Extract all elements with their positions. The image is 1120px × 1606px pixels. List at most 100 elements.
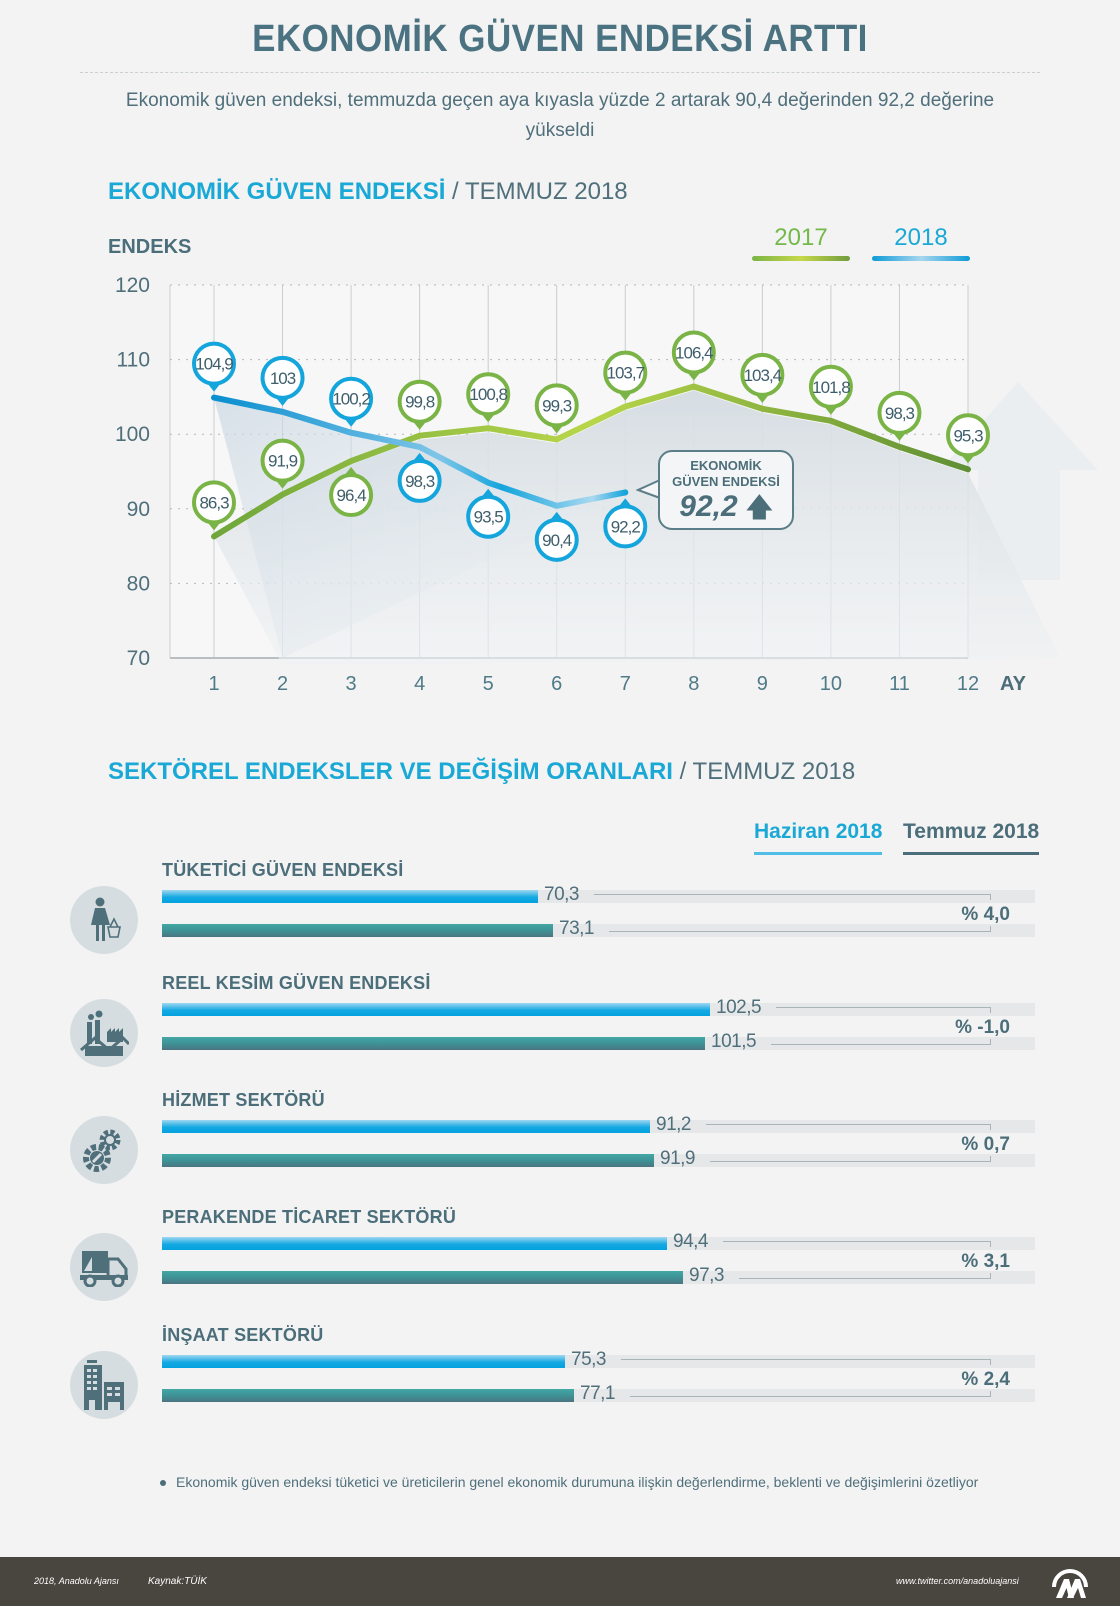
y-tick-label: 90 <box>127 498 150 521</box>
callout-line1: EKONOMİK <box>690 458 762 473</box>
page-subtitle: Ekonomik güven endeksi, temmuzda geçen a… <box>125 90 995 141</box>
data-label: 104,9 <box>195 355 233 374</box>
footnote-text: Ekonomik güven endeksi tüketici ve üreti… <box>176 1474 979 1490</box>
legend-haziran-label: Haziran 2018 <box>754 820 883 843</box>
pin-bubble <box>466 494 511 539</box>
data-label: 100,8 <box>469 385 507 404</box>
footer-source: Kaynak:TÜİK <box>148 1576 207 1587</box>
page-title: EKONOMİK GÜVEN ENDEKSİ ARTTI <box>252 18 868 60</box>
pin-bubble <box>946 413 990 458</box>
y-tick-label: 110 <box>117 349 150 372</box>
change-bracket-bottom <box>771 1039 991 1045</box>
legend-2018: 2018 <box>872 224 970 261</box>
x-tick-label: 10 <box>820 673 842 695</box>
y-tick-label: 80 <box>127 572 150 595</box>
callout-tail <box>636 479 661 499</box>
change-bracket-bottom <box>630 1391 991 1397</box>
y-axis-label: ENDEKS <box>108 236 192 258</box>
data-label: 92,2 <box>611 517 641 536</box>
sector-name: REEL KESİM GÜVEN ENDEKSİ <box>162 973 431 993</box>
change-bracket-top <box>776 1007 991 1013</box>
data-label: 95,3 <box>953 426 983 445</box>
chart-section-heading: EKONOMİK GÜVEN ENDEKSİ / TEMMUZ 2018 <box>108 178 628 206</box>
bar-temmuz <box>162 1389 574 1402</box>
pin-bubble <box>466 372 511 417</box>
value-haziran: 75,3 <box>571 1349 606 1370</box>
x-tick-label: 6 <box>551 673 562 695</box>
change-bracket-top <box>723 1241 991 1247</box>
x-tick-label: 2 <box>277 673 288 695</box>
change-bracket-top <box>621 1359 991 1365</box>
point-2017: 99,3 <box>534 383 579 434</box>
value-haziran: 94,4 <box>673 1231 708 1252</box>
point-2017: 106,4 <box>671 330 716 381</box>
change-percent: % -1,0 <box>955 1017 1010 1038</box>
legend-temmuz-label: Temmuz 2018 <box>903 820 1040 843</box>
pin-bubble <box>329 473 374 518</box>
pin-bubble <box>603 350 648 395</box>
sector-name: PERAKENDE TİCARET SEKTÖRÜ <box>162 1207 457 1227</box>
bar-temmuz <box>162 1271 683 1284</box>
data-label: 99,8 <box>405 393 435 412</box>
value-temmuz: 91,9 <box>660 1148 695 1169</box>
sector-section-subtitle: TEMMUZ 2018 <box>692 758 856 785</box>
anadolu-agency-logo-icon <box>1052 1569 1088 1598</box>
footer: 2018, Anadolu Ajansı Kaynak:TÜİK www.twi… <box>0 1557 1120 1606</box>
value-haziran: 70,3 <box>544 884 579 905</box>
callout-value: 92,2 <box>679 490 738 523</box>
point-2017: 103,4 <box>740 352 785 403</box>
bar-temmuz <box>162 1037 705 1050</box>
point-2017: 91,9 <box>260 438 305 489</box>
gears-icon <box>70 1116 138 1184</box>
pin-bubble <box>603 504 648 549</box>
data-label: 103,4 <box>744 366 782 385</box>
change-percent: % 0,7 <box>961 1134 1010 1155</box>
x-tick-label: 9 <box>757 673 768 695</box>
x-tick-label: 4 <box>414 673 425 695</box>
pin-bubble <box>260 438 305 483</box>
heading-slash: / <box>672 758 693 785</box>
footer-twitter-link[interactable]: www.twitter.com/anadoluajansi <box>896 1576 1019 1586</box>
change-percent: % 2,4 <box>961 1369 1010 1390</box>
point-2017: 99,8 <box>397 379 442 430</box>
point-2018: 93,5 <box>466 488 511 539</box>
series-2018-shadow <box>214 397 626 658</box>
point-2018: 98,3 <box>397 452 442 503</box>
sector-name: HİZMET SEKTÖRÜ <box>162 1090 325 1110</box>
point-2017: 101,8 <box>808 364 853 415</box>
value-temmuz: 97,3 <box>689 1265 724 1286</box>
data-label: 86,3 <box>199 493 229 512</box>
data-label: 99,3 <box>542 396 572 415</box>
sector-section-title: SEKTÖREL ENDEKSLER VE DEĞİŞİM ORANLARI <box>108 758 673 785</box>
change-percent: % 3,1 <box>961 1251 1010 1272</box>
data-label: 100,2 <box>332 390 370 409</box>
data-label: 98,3 <box>405 472 435 491</box>
pin-bubble <box>740 352 785 397</box>
chart-section-subtitle: TEMMUZ 2018 <box>464 178 628 205</box>
point-2017: 98,3 <box>877 390 922 441</box>
legend-haziran-swatch <box>754 852 883 855</box>
bar-haziran <box>162 1003 710 1016</box>
series-2017-line <box>211 383 971 540</box>
value-haziran: 91,2 <box>656 1114 691 1135</box>
sector-row: TÜKETİCİ GÜVEN ENDEKSİ 70,3 73,1 % 4,0 <box>0 860 1120 970</box>
point-2018: 90,4 <box>534 511 579 562</box>
bar-temmuz <box>162 924 553 937</box>
footer-copyright: 2018, Anadolu Ajansı <box>34 1576 119 1586</box>
legend-2017-label: 2017 <box>774 224 828 251</box>
x-tick-label: 3 <box>346 673 357 695</box>
data-label: 90,4 <box>542 531 572 550</box>
pin-bubble <box>192 341 236 386</box>
sector-name: TÜKETİCİ GÜVEN ENDEKSİ <box>162 860 404 880</box>
change-bracket-top <box>594 894 991 900</box>
sector-section-heading: SEKTÖREL ENDEKSLER VE DEĞİŞİM ORANLARI /… <box>108 758 855 786</box>
y-tick-label: 100 <box>115 423 150 446</box>
pin-bubble <box>877 390 922 435</box>
legend-temmuz: Temmuz 2018 <box>903 820 1040 855</box>
x-tick-label: 1 <box>208 673 219 695</box>
x-tick-label: 12 <box>957 673 979 695</box>
title-divider <box>80 72 1040 73</box>
pin-bubble <box>671 330 716 375</box>
value-temmuz: 73,1 <box>559 918 594 939</box>
shopper-icon <box>70 886 138 954</box>
